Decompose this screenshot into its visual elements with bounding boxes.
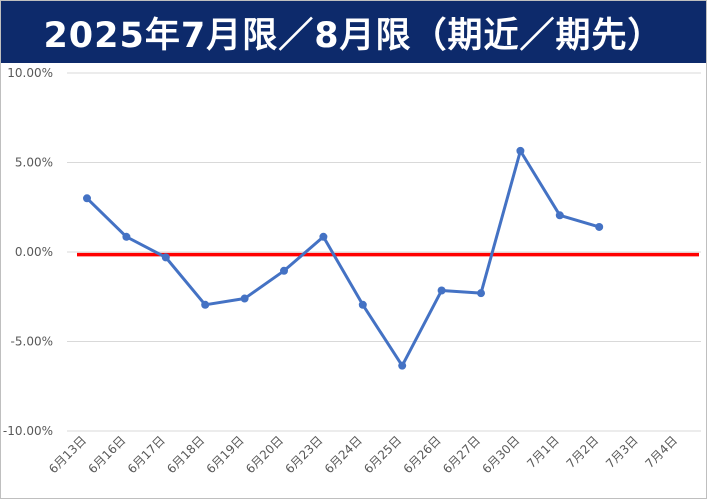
y-tick-label: 5.00% [15,156,53,170]
x-tick-label: 6月20日 [243,433,286,476]
data-point [477,289,485,298]
data-point [398,361,407,370]
x-tick-label: 6月27日 [440,433,483,476]
data-point [358,300,367,309]
data-point [240,294,249,303]
data-point [280,266,288,275]
x-tick-label: 6月30日 [479,433,522,476]
x-tick-label: 6月17日 [125,433,168,476]
data-point [201,300,210,309]
data-point [319,232,328,241]
y-tick-label: 0.00% [15,245,53,259]
x-tick-label: 7月4日 [642,433,680,471]
data-point [161,253,170,262]
title-bar: 2025年7月限／8月限（期近／期先） [1,1,706,63]
x-tick-label: 6月13日 [46,433,89,476]
y-tick-label: 10.00% [7,66,53,80]
x-tick-label: 6月23日 [282,433,325,476]
x-tick-label: 7月2日 [564,433,602,471]
x-tick-label: 6月24日 [322,433,365,476]
series-line [85,149,600,368]
data-point [595,222,604,231]
x-tick-label: 6月18日 [164,433,207,476]
x-tick-label: 6月19日 [204,433,247,476]
data-point [437,286,446,295]
x-tick-label: 6月16日 [85,433,128,476]
y-tick-label: -5.00% [11,335,53,349]
x-tick-label: 6月26日 [401,433,444,476]
y-tick-label: -10.00% [3,424,53,438]
x-tick-label: 7月1日 [524,433,562,471]
x-tick-label: 7月3日 [603,433,641,471]
data-point [516,146,525,155]
chart-title: 2025年7月限／8月限（期近／期先） [43,15,664,56]
data-point [83,194,91,203]
x-tick-label: 6月25日 [361,433,404,476]
data-point [555,211,564,220]
data-point [122,232,131,241]
